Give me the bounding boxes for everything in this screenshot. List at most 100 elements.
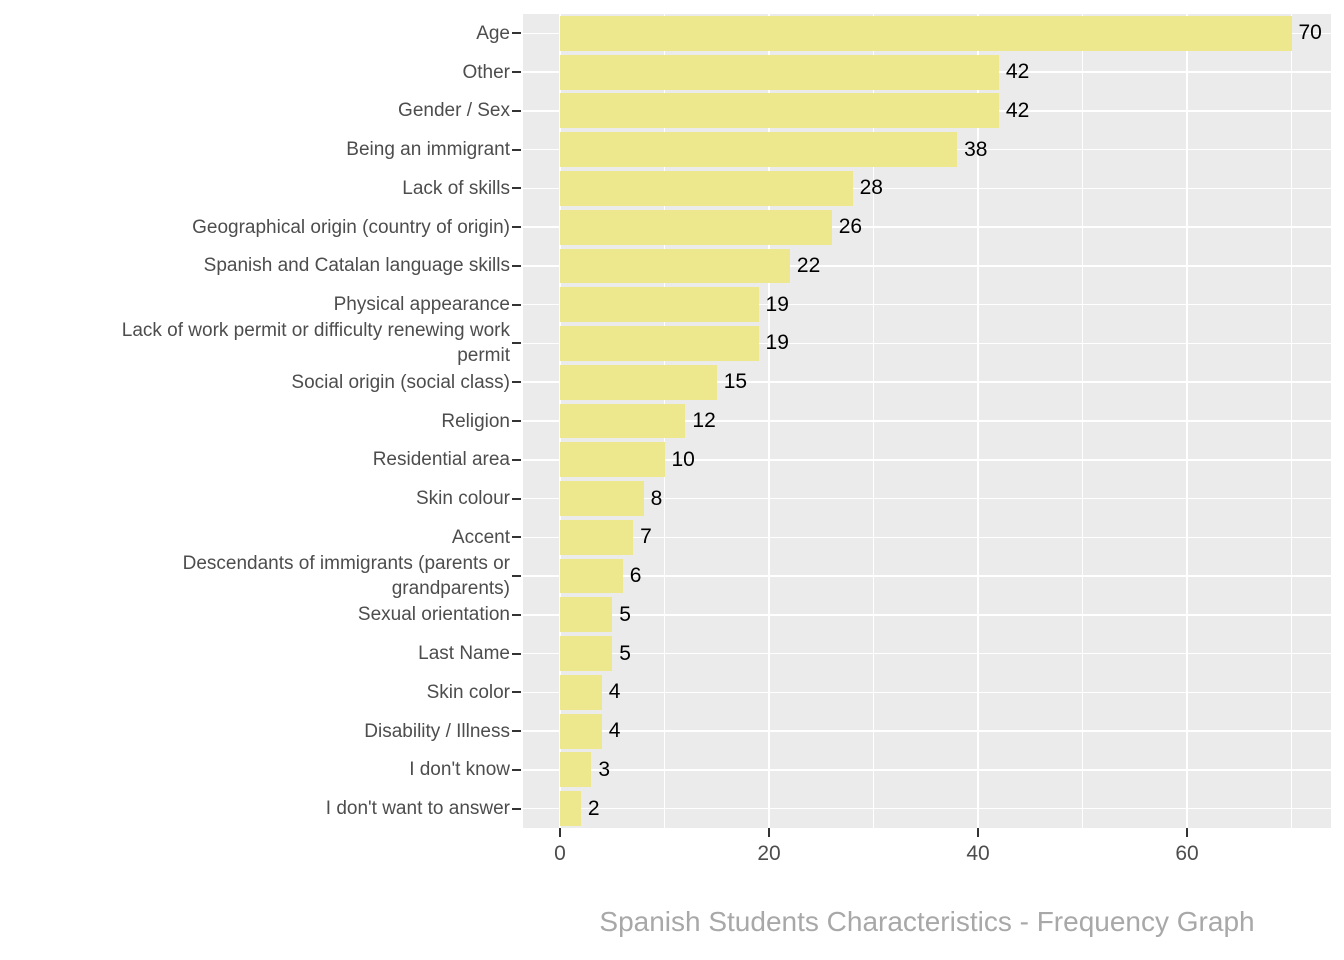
bar [560,403,686,439]
bar [560,558,623,594]
gridline-major-horizontal [523,807,1331,810]
bar-value-label: 4 [608,719,621,743]
bar-value-label: 6 [629,564,642,588]
bar-value-label: 2 [587,796,600,820]
bar [560,54,999,90]
y-tick-mark [512,303,521,306]
bar [560,326,759,361]
y-axis-label: Lack of work permit or difficulty renewi… [121,320,510,367]
gridline-major-horizontal [523,342,1331,345]
bar [560,364,717,400]
bar-value-label: 42 [1005,60,1030,84]
gridline-major-horizontal [523,497,1331,500]
y-tick-mark [512,613,521,616]
bar [560,481,644,516]
bar [560,15,1292,51]
bar-value-label: 12 [692,408,716,432]
gridline-major-horizontal [523,226,1331,228]
bar-value-label: 26 [838,215,863,239]
gridline-major-horizontal [523,420,1331,422]
y-tick-mark [512,691,521,694]
y-tick-mark [512,381,521,384]
y-tick-mark [512,109,521,112]
gridline-major-horizontal [523,536,1331,539]
bar [560,132,958,168]
y-tick-mark [512,497,521,500]
bar [560,597,613,633]
y-tick-mark [512,536,521,539]
y-axis-label: Skin colour [416,488,510,510]
bar-value-label: 3 [598,757,611,781]
y-tick-mark [512,652,521,655]
bar-value-label: 5 [619,641,631,665]
y-axis-label: Social origin (social class) [291,371,510,393]
bar-value-label: 15 [723,370,748,394]
y-axis-label: Geographical origin (country of origin) [192,216,510,238]
gridline-major-horizontal [523,265,1331,267]
bar-value-label: 38 [964,137,988,161]
y-axis-label: Gender / Sex [398,100,510,122]
bar-value-label: 28 [859,176,883,200]
bar [560,248,790,284]
x-tick-mark [768,828,770,837]
chart-title: Spanish Students Characteristics - Frequ… [599,906,1255,937]
x-tick-mark [977,828,979,837]
bar-value-label: 8 [650,486,663,510]
gridline-major-horizontal [523,381,1331,383]
bar-value-label: 19 [765,331,789,355]
gridline-major-horizontal [523,575,1331,577]
y-tick-mark [512,342,521,345]
y-tick-mark [512,575,521,578]
y-tick-mark [512,730,521,733]
bar-value-label: 19 [765,292,789,316]
y-tick-mark [512,807,521,810]
y-axis-label: Spanish and Catalan language skills [203,255,510,277]
y-axis-label: Lack of skills [402,177,510,199]
y-axis-label: Age [476,22,510,44]
y-axis-label: Accent [451,526,510,548]
bar [560,170,853,206]
y-tick-mark [512,187,521,190]
bar [560,519,634,555]
bar-value-label: 5 [619,602,631,626]
y-axis-label: Last Name [418,643,510,665]
gridline-major-horizontal [523,187,1331,190]
y-axis-label: Being an immigrant [346,139,510,161]
x-tick-mark [559,828,561,837]
y-axis-label: Descendants of immigrants (parents or gr… [182,553,510,600]
x-tick-label: 0 [554,842,566,865]
y-axis-label: Skin color [426,681,510,703]
y-tick-mark [512,264,521,267]
y-tick-mark [512,768,521,771]
y-tick-mark [512,458,521,461]
y-axis-label: Physical appearance [333,294,510,316]
y-axis-label: Religion [441,410,510,432]
bar [560,442,665,478]
gridline-major-horizontal [523,730,1331,732]
bar-value-label: 22 [796,253,821,277]
y-axis-label: Other [462,61,510,83]
x-tick-label: 20 [757,842,781,865]
bar [560,209,832,245]
bar-value-label: 42 [1005,98,1030,122]
bar [560,713,602,749]
y-axis-label: Residential area [372,449,510,471]
y-tick-mark [512,226,521,229]
gridline-major-horizontal [523,459,1331,461]
bar-value-label: 7 [640,525,652,549]
x-tick-label: 40 [966,842,990,865]
gridline-major-horizontal [523,303,1331,306]
y-axis-label: I don't know [409,759,510,781]
bar [560,93,999,129]
gridline-major-horizontal [523,652,1331,655]
bar [560,752,592,788]
x-tick-label: 60 [1175,842,1199,865]
gridline-major-horizontal [523,614,1331,616]
y-tick-mark [512,148,521,151]
gridline-major-horizontal [523,769,1331,771]
y-axis-label: I don't want to answer [325,798,510,820]
bar-value-label: 4 [608,680,621,704]
y-tick-mark [512,71,521,74]
gridline-major-horizontal [523,691,1331,694]
